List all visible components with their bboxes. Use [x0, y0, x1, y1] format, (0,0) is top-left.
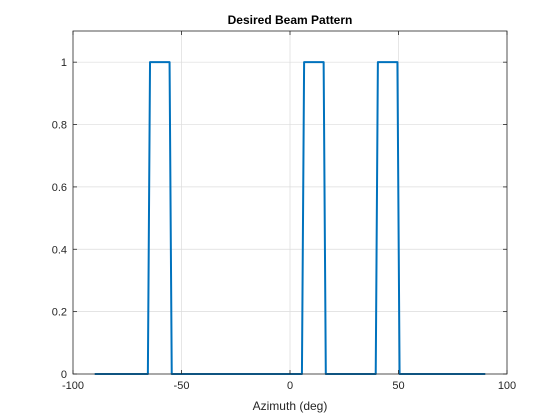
x-axis-label: Azimuth (deg)	[253, 399, 328, 413]
x-tick-label: 0	[287, 380, 293, 392]
y-tick-label: 0.2	[52, 307, 67, 319]
x-tick-label: 100	[498, 380, 516, 392]
y-tick-label: 0.8	[52, 120, 67, 132]
ticks: -100 -50 0 50 100 0 0.2 0.4 0.6 0.8 1	[52, 31, 516, 392]
y-tick-label: 0.6	[52, 182, 67, 194]
chart-title: Desired Beam Pattern	[228, 13, 353, 27]
y-tick-label: 0.4	[52, 244, 67, 256]
x-tick-label: -50	[174, 380, 190, 392]
y-tick-label: 1	[61, 57, 67, 69]
beam-pattern-line	[94, 61, 486, 375]
x-tick-label: 50	[392, 380, 404, 392]
series-layer	[94, 61, 486, 375]
x-tick-label: -100	[62, 380, 84, 392]
y-tick-label: 0	[61, 369, 67, 381]
